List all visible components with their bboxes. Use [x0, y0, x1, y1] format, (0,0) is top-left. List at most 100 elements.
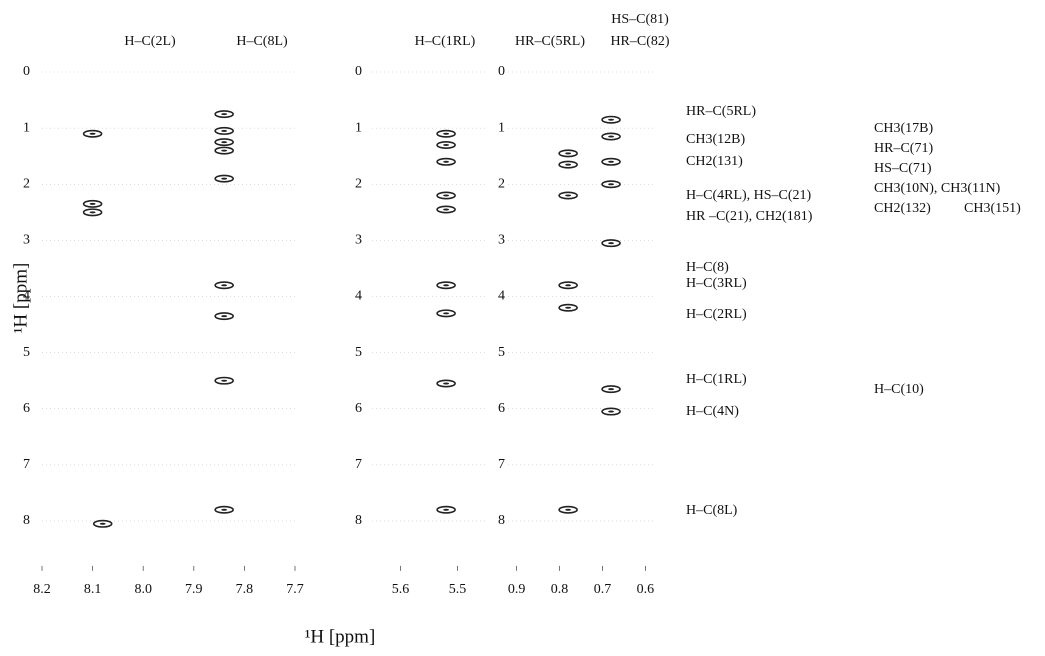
y-tick-label: 8: [355, 513, 362, 528]
cross-peak: [436, 191, 456, 200]
y-tick-label: 0: [355, 64, 362, 79]
x-tick-label: 7.8: [236, 582, 254, 597]
y-tick-label: 7: [23, 457, 30, 472]
y-tick-label: 5: [355, 345, 362, 360]
assignment-label: H–C(1RL): [686, 372, 747, 387]
cross-peak: [601, 157, 621, 166]
cross-peak-core: [565, 152, 572, 155]
assignment-label: HR–C(5RL): [686, 104, 756, 119]
cross-peak-core: [99, 522, 106, 525]
cross-peak: [214, 126, 234, 135]
column-header: H–C(1RL): [415, 34, 476, 49]
y-tick-label: 6: [23, 401, 30, 416]
cross-peak-core: [608, 183, 615, 186]
cross-peak-core: [221, 177, 228, 180]
cross-peak-core: [443, 508, 450, 511]
y-tick-label: 4: [498, 289, 505, 304]
cross-peak: [558, 160, 578, 169]
cross-peak: [214, 312, 234, 321]
cross-peak: [214, 146, 234, 155]
x-tick-label: 7.9: [185, 582, 203, 597]
assignment-label: HR –C(21), CH2(181): [686, 209, 813, 224]
cross-peak-core: [608, 118, 615, 121]
cross-peak-core: [608, 410, 615, 413]
y-tick-label: 6: [498, 401, 505, 416]
cross-peak-core: [89, 202, 96, 205]
cross-peak: [601, 407, 621, 416]
cross-peak: [82, 208, 103, 217]
x-tick-label: 8.0: [134, 582, 152, 597]
x-tick-label: 5.5: [449, 582, 467, 597]
cross-peak: [601, 239, 621, 248]
y-tick-label: 3: [355, 233, 362, 248]
cross-peak: [214, 110, 234, 119]
assignment-label: CH3(17B): [874, 121, 933, 136]
cross-peak: [82, 129, 103, 138]
cross-peak: [214, 174, 234, 183]
cross-peak: [558, 149, 578, 158]
y-axis-label: ¹H [ppm]: [10, 263, 31, 334]
assignment-label: H–C(8): [686, 260, 729, 275]
assignment-label: H–C(4N): [686, 404, 739, 419]
cross-peak: [558, 303, 578, 312]
cross-peak-core: [221, 284, 228, 287]
assignment-label: CH2(132): [874, 201, 931, 216]
y-tick-label: 2: [23, 176, 30, 191]
cross-peak: [558, 505, 578, 514]
cross-peak-core: [565, 284, 572, 287]
column-header: HR–C(82): [610, 34, 669, 49]
cross-peak: [436, 205, 456, 214]
y-tick-label: 3: [498, 233, 505, 248]
column-header: HS–C(81): [611, 12, 669, 27]
assignment-label: CH3(151): [964, 201, 1021, 216]
y-tick-label: 2: [498, 176, 505, 191]
assignment-label: H–C(2RL): [686, 307, 747, 322]
cross-peak: [436, 379, 456, 388]
cross-peak-core: [221, 379, 228, 382]
y-tick-label: 2: [355, 176, 362, 191]
x-tick-label: 0.6: [637, 582, 655, 597]
x-tick-label: 8.1: [84, 582, 102, 597]
cross-peak-core: [608, 388, 615, 391]
y-tick-label: 8: [498, 513, 505, 528]
cross-peak-core: [89, 132, 96, 135]
assignment-label: CH3(12B): [686, 132, 745, 147]
cross-peak-core: [221, 141, 228, 144]
cross-peak-core: [443, 160, 450, 163]
assignment-label: H–C(4RL), HS–C(21): [686, 188, 812, 203]
cross-peak: [601, 180, 621, 189]
cross-peak: [436, 157, 456, 166]
cross-peak: [82, 199, 103, 208]
cross-peak: [436, 140, 456, 149]
x-tick-label: 5.6: [392, 582, 410, 597]
y-tick-label: 0: [498, 64, 505, 79]
cross-peak: [214, 376, 234, 385]
cross-peak-core: [565, 306, 572, 309]
cross-peak: [436, 281, 456, 290]
cross-peak: [436, 309, 456, 318]
y-tick-label: 0: [23, 64, 30, 79]
column-header: HR–C(5RL): [515, 34, 585, 49]
cross-peak-core: [565, 194, 572, 197]
y-tick-label: 8: [23, 513, 30, 528]
y-tick-label: 6: [355, 401, 362, 416]
y-tick-label: 1: [498, 120, 505, 135]
column-header: H–C(8L): [236, 34, 288, 49]
cross-peak-core: [89, 211, 96, 214]
y-tick-label: 4: [23, 289, 30, 304]
cross-peak: [558, 281, 578, 290]
cross-peak: [601, 115, 621, 124]
cross-peak-core: [221, 508, 228, 511]
cross-peak-core: [443, 382, 450, 385]
cross-peak-core: [221, 149, 228, 152]
cross-peak: [214, 138, 234, 147]
x-axis-label: ¹H [ppm]: [305, 626, 376, 647]
assignment-label: CH3(10N), CH3(11N): [874, 181, 1001, 196]
cross-peak: [601, 132, 621, 141]
y-tick-label: 4: [355, 289, 362, 304]
cross-peak-core: [565, 508, 572, 511]
y-tick-label: 1: [355, 120, 362, 135]
cross-peak-core: [443, 312, 450, 315]
x-tick-label: 0.9: [508, 582, 526, 597]
